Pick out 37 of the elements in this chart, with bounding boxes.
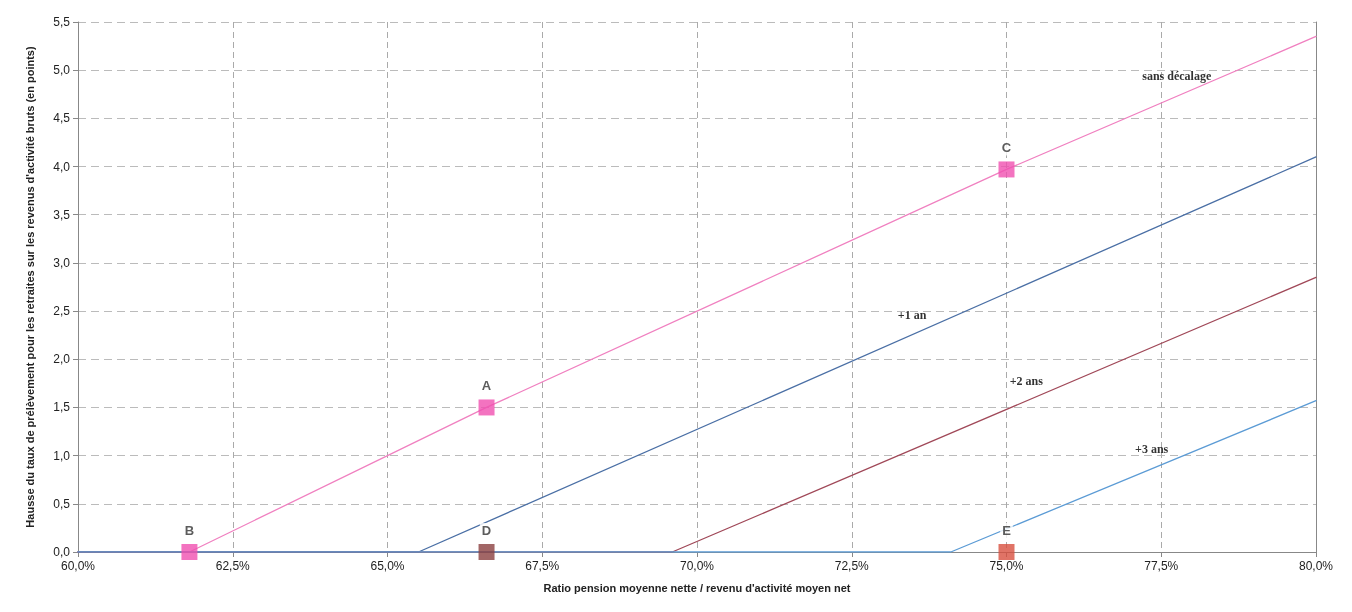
y-tick-label: 0,5 — [53, 496, 71, 511]
series-label: +1 an — [897, 307, 927, 322]
x-tick-label: 67,5% — [525, 559, 560, 573]
point — [478, 544, 495, 560]
x-tick-label: 60,0% — [60, 559, 96, 573]
x-tick-label: 65,0% — [370, 559, 405, 573]
annotation: A — [481, 378, 492, 394]
series-label: +3 ans — [1135, 441, 1169, 456]
series-label: +2 ans — [1009, 373, 1044, 388]
y-tick-label: 5,0 — [53, 63, 71, 78]
y-tick-label: 5,5 — [53, 15, 71, 29]
y-tick-label: 4,5 — [53, 111, 71, 126]
point — [998, 161, 1015, 178]
annotation: D — [481, 523, 492, 538]
x-tick-label: 77,5% — [1144, 559, 1179, 573]
x-tick-label: 80,0% — [1298, 559, 1334, 573]
y-tick-label: 1,5 — [53, 400, 71, 415]
y-tick-label: 0,0 — [53, 545, 71, 559]
y-axis-title: Hausse du taux de prélèvement pour les retraites sur les revenus d'activité bruts (en points) — [23, 46, 36, 528]
y-tick-label: 3,5 — [53, 207, 71, 222]
annotation: C — [1001, 140, 1012, 156]
y-tick-label: 2,0 — [53, 352, 71, 367]
point — [478, 399, 495, 416]
annotation: E — [1002, 523, 1012, 538]
annotation: B — [184, 523, 195, 538]
point — [181, 544, 198, 560]
y-tick-label: 4,0 — [53, 159, 71, 174]
x-tick-label: 62,5% — [215, 559, 251, 573]
x-tick-label: 72,5% — [834, 559, 870, 573]
point — [998, 544, 1015, 560]
y-tick-label: 2,5 — [53, 304, 71, 319]
x-tick-label: 70,0% — [679, 559, 715, 573]
y-tick-label: 1,0 — [53, 448, 71, 463]
x-axis-title: Ratio pension moyenne nette / revenu d'activité moyen net — [543, 581, 851, 594]
series-label: sans décalage — [1142, 69, 1212, 84]
x-tick-label: 75,0% — [989, 559, 1024, 573]
y-tick-label: 3,0 — [53, 255, 71, 270]
